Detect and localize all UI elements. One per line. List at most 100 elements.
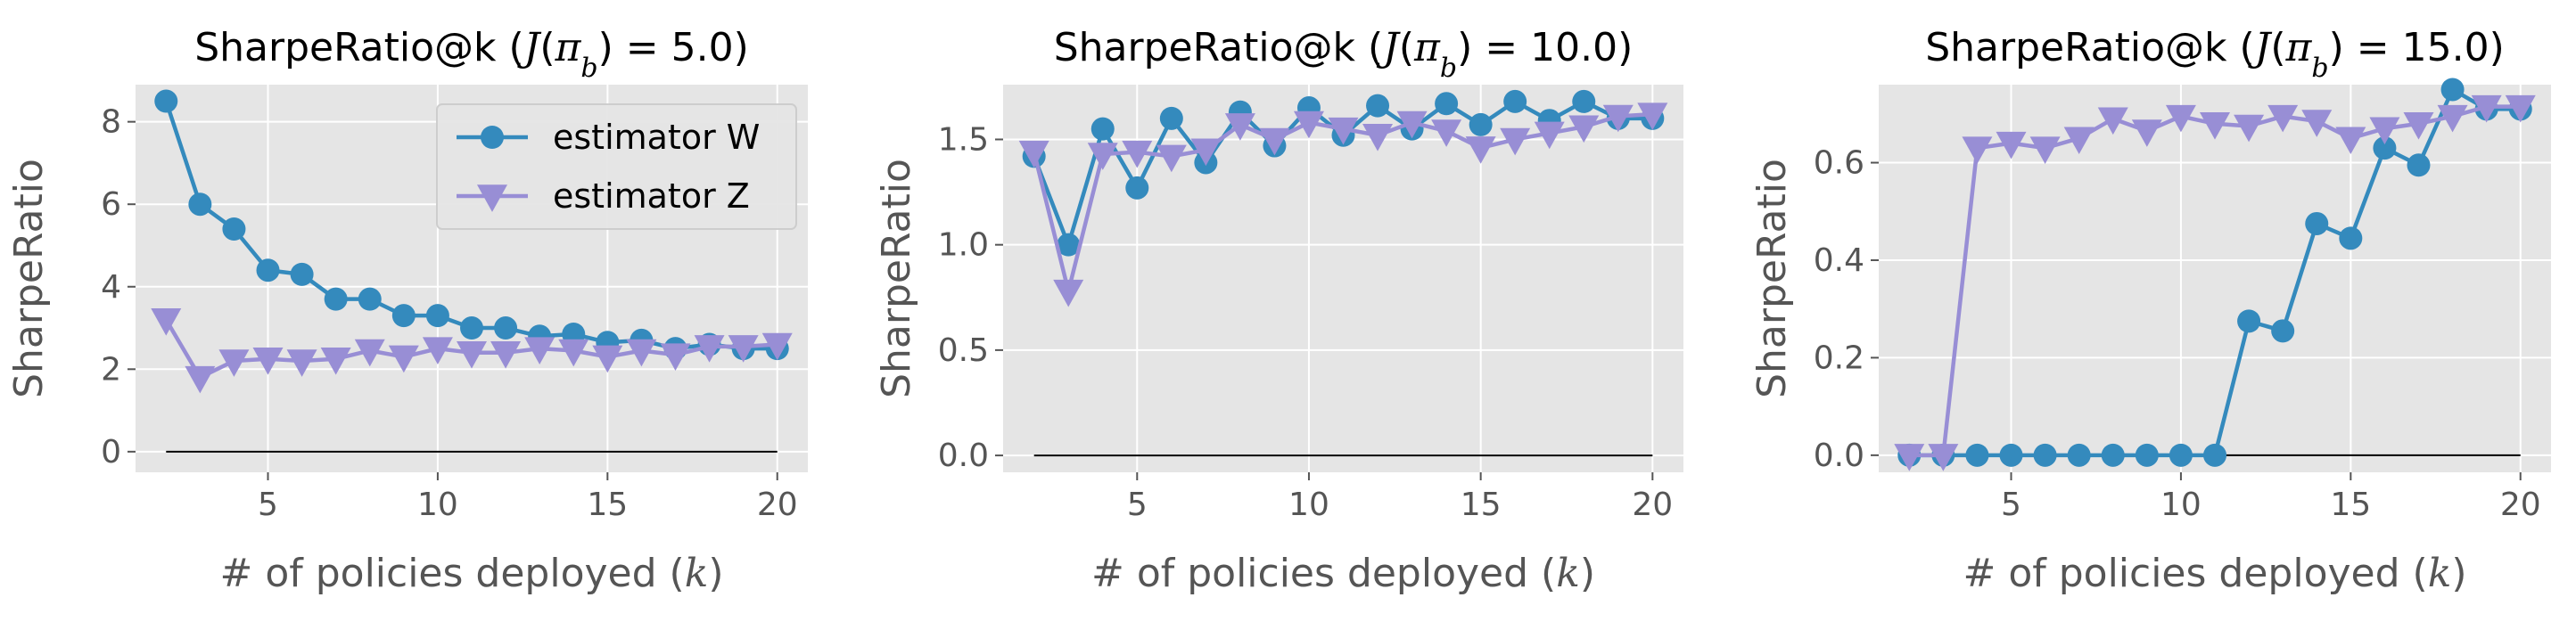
data-point-z	[660, 343, 691, 371]
data-point-z	[490, 341, 522, 369]
title-prefix: SharpeRatio@k (	[1054, 25, 1383, 70]
title-paren: (	[2270, 25, 2285, 70]
x-tick-label: 10	[417, 487, 458, 523]
data-point-w	[2169, 443, 2193, 467]
title-paren: (	[539, 25, 555, 70]
data-point-w	[256, 258, 280, 282]
data-point-w	[460, 316, 483, 340]
data-point-z	[1053, 279, 1084, 307]
data-point-z	[320, 347, 351, 375]
data-point-w	[222, 217, 246, 241]
data-point-z	[2403, 112, 2434, 140]
x-tick-label: 10	[2160, 487, 2202, 523]
data-point-z	[252, 347, 284, 375]
data-point-z	[1259, 127, 1290, 156]
data-point-w	[1999, 443, 2023, 467]
data-point-z	[2200, 112, 2230, 140]
data-point-z	[354, 339, 385, 367]
title-rest: ) = 10.0	[1457, 25, 1617, 70]
data-point-w	[1159, 106, 1183, 130]
data-point-z	[2234, 114, 2265, 143]
y-tick-label: 6	[101, 186, 121, 223]
data-point-w	[2440, 78, 2465, 102]
data-point-z	[1637, 102, 1668, 130]
data-point-z	[2471, 94, 2502, 123]
data-point-z	[626, 339, 657, 367]
x-axis-label-close: )	[1580, 551, 1595, 596]
data-point-z	[422, 337, 453, 365]
data-point-z	[2131, 119, 2162, 147]
data-point-w	[494, 316, 518, 340]
data-point-z	[524, 337, 556, 365]
y-tick-label: 0.2	[1814, 340, 1864, 376]
data-point-z	[1534, 121, 1565, 150]
y-tick-label: 0	[101, 434, 121, 471]
chart-panel-2: 5 10 15 20 0.0 0.5 1.0 1.5 SharpeRatio@k (J(πb) …	[874, 25, 1683, 596]
data-point-w	[2203, 443, 2226, 467]
x-tick-label: 5	[2001, 487, 2021, 523]
data-point-z	[1465, 136, 1496, 164]
data-point-z	[2165, 104, 2196, 133]
data-point-w	[2237, 309, 2261, 333]
data-point-z	[1328, 117, 1359, 145]
data-point-w	[358, 287, 382, 311]
title-suffix: )	[2490, 25, 2505, 70]
data-point-z	[1568, 115, 1600, 143]
x-tick-label: 5	[1127, 487, 1148, 523]
x-axis-label: # of policies deployed (k)	[219, 551, 723, 596]
legend-label-w: estimator W	[553, 118, 760, 157]
chart-panel-3: 5 10 15 20 0.0 0.2 0.4 0.6 SharpeRatio@k (J(πb) …	[1749, 25, 2551, 596]
x-axis-label: # of policies deployed (k)	[1091, 551, 1595, 596]
data-point-w	[324, 287, 348, 311]
data-point-z	[1894, 444, 1925, 471]
data-point-w	[2101, 443, 2125, 467]
title-suffix: )	[734, 25, 749, 70]
y-tick-label: 0.0	[938, 438, 989, 474]
data-point-w	[2033, 443, 2057, 467]
x-tick-label: 5	[258, 487, 278, 523]
data-point-w	[1366, 94, 1390, 118]
y-tick-label: 8	[101, 104, 121, 141]
x-tick-label: 20	[757, 487, 798, 523]
data-point-z	[1156, 144, 1187, 173]
chart-panel-1: 5 10 15 20 0 2 4 6 8 SharpeRatio@k (J(πb) = 5.0) #…	[6, 25, 808, 596]
plot-area	[1879, 85, 2551, 472]
data-point-w	[425, 304, 449, 328]
y-tick-label: 2	[101, 351, 121, 388]
data-point-w	[290, 262, 314, 286]
x-tick-label: 15	[587, 487, 628, 523]
data-point-w	[154, 89, 178, 113]
data-point-z	[1293, 110, 1324, 139]
x-axis-label-close: )	[2451, 551, 2466, 596]
data-point-z	[1602, 104, 1634, 133]
x-axis-label-text: # of policies deployed (	[1963, 551, 2427, 596]
data-point-w	[1469, 112, 1493, 136]
x-tick-label: 15	[2330, 487, 2371, 523]
x-axis-label-text: # of policies deployed (	[1091, 551, 1556, 596]
x-axis-label-close: )	[708, 551, 723, 596]
y-axis-label: SharpeRatio	[874, 159, 919, 398]
data-point-z	[218, 349, 250, 377]
data-point-z	[1087, 143, 1118, 170]
y-tick-label: 0.4	[1814, 242, 1864, 279]
data-point-w	[2271, 319, 2295, 343]
x-axis-label-k: k	[685, 551, 709, 596]
data-point-z	[1190, 138, 1222, 167]
data-point-z	[1396, 110, 1428, 139]
title-math-sub: b	[2311, 53, 2328, 84]
data-point-z	[761, 332, 793, 361]
y-tick-label: 4	[101, 269, 121, 306]
y-tick-label: 0.5	[938, 332, 989, 369]
y-tick-label: 1.0	[938, 227, 989, 264]
y-tick-label: 1.5	[938, 121, 989, 158]
data-point-z	[185, 365, 216, 394]
legend-marker-z	[477, 184, 507, 212]
data-point-z	[1018, 140, 1049, 168]
data-point-z	[388, 345, 419, 373]
title-math-pi: π	[2284, 25, 2312, 70]
legend-marker-w	[481, 126, 504, 149]
data-point-w	[391, 304, 416, 328]
title-math-sub: b	[580, 53, 597, 84]
title-rest: ) = 15.0	[2329, 25, 2490, 70]
